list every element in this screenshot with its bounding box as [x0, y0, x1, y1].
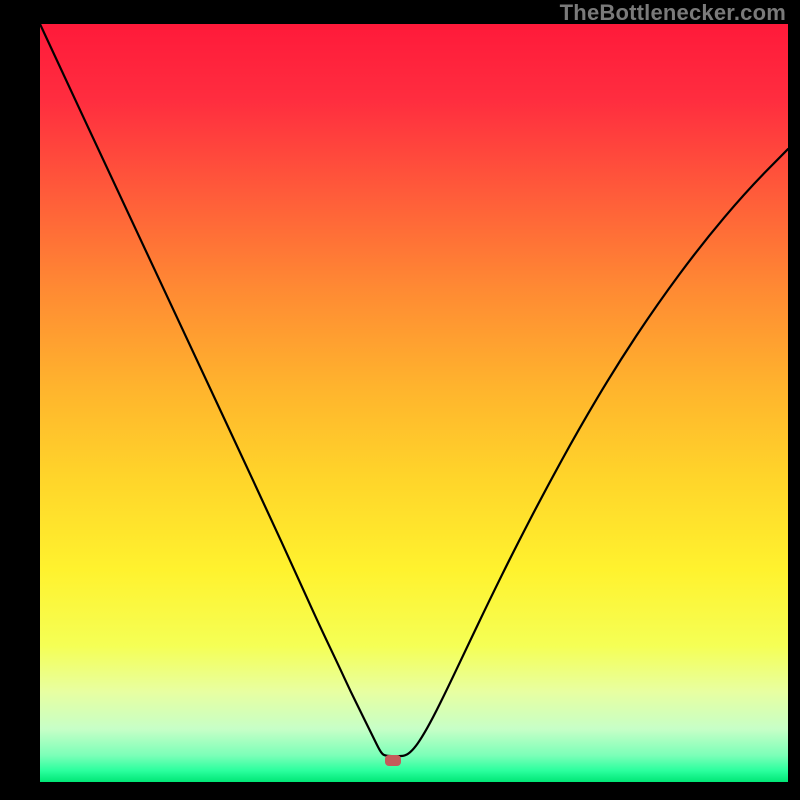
bottleneck-curve	[40, 24, 788, 756]
optimal-point-marker	[385, 755, 401, 766]
plot-area	[40, 24, 788, 782]
bottleneck-curve-svg	[40, 24, 788, 782]
watermark-text: TheBottlenecker.com	[560, 0, 786, 26]
stage: TheBottlenecker.com	[0, 0, 800, 800]
